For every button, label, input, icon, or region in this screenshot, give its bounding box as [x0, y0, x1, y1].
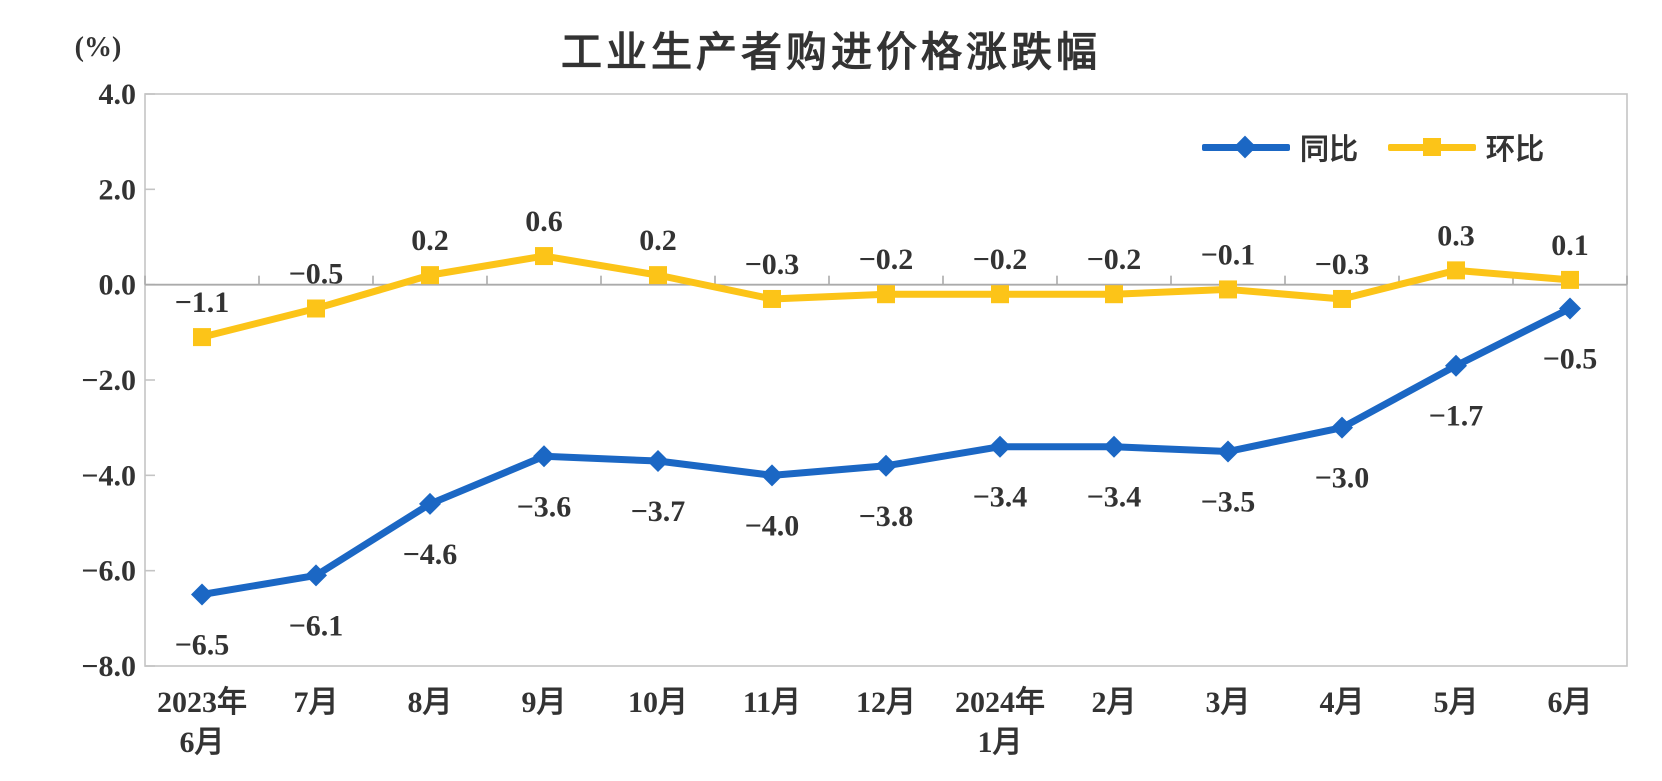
yoy-line-swatch: [1202, 135, 1290, 158]
x-axis-category-label: 6月: [1548, 686, 1593, 719]
chart-title: 工业生产者购进价格涨跌幅: [561, 29, 1101, 75]
x-axis-category-label: 9月: [522, 686, 567, 719]
data-point-square: [877, 285, 895, 304]
legend-label-mom: 环比: [1486, 134, 1545, 166]
y-axis-tick-label: −2.0: [81, 364, 136, 397]
legend-label-yoy: 同比: [1300, 134, 1359, 166]
x-axis-category-label: 10月: [628, 686, 688, 719]
data-point-square: [1333, 289, 1351, 308]
data-label: −3.4: [1087, 481, 1142, 514]
data-label: −0.5: [289, 258, 344, 291]
data-label: −3.0: [1315, 462, 1370, 495]
x-axis-category-label: 5月: [1434, 686, 1479, 719]
data-point-diamond: [1103, 435, 1125, 458]
data-point-diamond: [875, 454, 897, 477]
y-axis-tick-label: −8.0: [81, 650, 136, 683]
data-point-square: [1219, 280, 1237, 299]
data-point-diamond: [647, 450, 669, 473]
data-label: −0.5: [1543, 343, 1598, 376]
x-axis-category-label: 3月: [1206, 686, 1251, 719]
data-label: −0.3: [745, 248, 800, 281]
x-axis-category-label: 1月: [978, 726, 1023, 759]
data-label: −1.7: [1429, 400, 1484, 433]
legend-item-yoy: 同比: [1202, 126, 1358, 168]
y-axis-tick-label: −6.0: [81, 555, 136, 588]
data-point-diamond: [989, 435, 1011, 458]
data-label: −0.3: [1315, 248, 1370, 281]
x-axis-category-label: 11月: [743, 686, 801, 719]
data-point-square: [535, 247, 553, 266]
data-point-square: [307, 299, 325, 318]
x-axis-category-label: 2月: [1092, 686, 1137, 719]
data-point-diamond: [533, 445, 555, 468]
data-point-diamond: [1331, 416, 1353, 439]
y-axis-unit-label: (%): [74, 32, 122, 63]
legend-item-mom: 环比: [1388, 126, 1544, 168]
data-point-diamond: [419, 492, 441, 515]
data-label: −0.2: [859, 243, 914, 276]
data-point-square: [1447, 261, 1465, 280]
data-label: −4.6: [403, 538, 458, 571]
data-point-square: [649, 266, 667, 285]
y-axis-tick-label: 2.0: [99, 173, 137, 206]
x-axis-category-label: 7月: [294, 686, 339, 719]
x-axis-category-label: 8月: [408, 686, 453, 719]
data-label: −6.5: [175, 629, 230, 662]
data-label: 0.6: [525, 205, 563, 238]
data-label: −3.6: [517, 490, 572, 523]
data-point-square: [763, 289, 781, 308]
data-point-square: [421, 266, 439, 285]
data-point-square: [1105, 285, 1123, 304]
data-point-square: [1561, 270, 1579, 289]
x-axis-category-label: 2023年: [157, 686, 247, 719]
y-axis-tick-label: 0.0: [99, 269, 137, 302]
square-marker-icon: [1423, 137, 1442, 156]
diamond-marker-icon: [1233, 135, 1257, 158]
data-point-diamond: [191, 583, 213, 606]
data-label: −3.4: [973, 481, 1028, 514]
data-point-diamond: [761, 464, 783, 487]
data-label: −4.0: [745, 509, 800, 542]
x-axis-category-label: 4月: [1320, 686, 1365, 719]
data-label: −3.7: [631, 495, 686, 528]
data-label: 0.3: [1437, 219, 1475, 252]
plot-border: [144, 93, 1628, 667]
data-label: −0.1: [1201, 238, 1256, 271]
data-label: −0.2: [1087, 243, 1142, 276]
data-label: −6.1: [289, 609, 344, 642]
mom-line-swatch: [1388, 137, 1477, 156]
data-label: −0.2: [973, 243, 1028, 276]
y-axis-tick-label: −4.0: [81, 459, 136, 492]
data-label: −1.1: [175, 286, 230, 319]
x-axis-category-label: 2024年: [955, 686, 1045, 719]
data-point-square: [991, 285, 1009, 304]
data-point-square: [193, 328, 211, 347]
data-point-diamond: [1445, 354, 1467, 377]
data-label: −3.8: [859, 500, 914, 533]
x-axis-category-label: 6月: [180, 726, 225, 759]
data-label: −3.5: [1201, 486, 1256, 519]
data-label: 0.1: [1551, 229, 1589, 262]
y-axis-tick-label: 4.0: [99, 78, 137, 111]
data-point-diamond: [305, 564, 327, 587]
chart-legend: 同比 环比: [1202, 126, 1544, 168]
data-point-diamond: [1217, 440, 1239, 463]
x-axis-category-label: 12月: [856, 686, 916, 719]
data-point-diamond: [1559, 297, 1581, 320]
data-label: 0.2: [639, 224, 677, 257]
data-label: 0.2: [411, 224, 449, 257]
